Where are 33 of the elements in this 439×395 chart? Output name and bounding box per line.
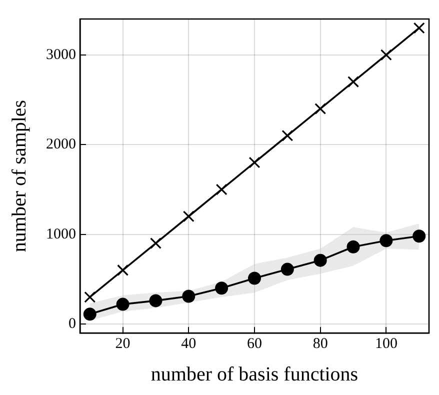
- point: [116, 298, 130, 311]
- point: [314, 254, 327, 267]
- point: [314, 102, 326, 114]
- point: [248, 272, 261, 285]
- y-tick-label: 1000: [46, 226, 76, 242]
- point: [412, 230, 426, 243]
- point: [248, 156, 260, 168]
- x-tick-label: 100: [374, 336, 398, 352]
- y-tick-label: 0: [68, 316, 76, 332]
- point: [346, 240, 360, 254]
- point: [117, 264, 129, 276]
- x-tick-label: 80: [312, 336, 328, 352]
- point: [182, 290, 196, 303]
- point: [380, 234, 393, 248]
- y-tick-label: 2000: [46, 136, 76, 153]
- point: [83, 308, 96, 321]
- point: [413, 22, 425, 34]
- x-tick-label: 60: [247, 336, 262, 352]
- point: [150, 238, 162, 250]
- point: [216, 184, 228, 196]
- point: [282, 130, 294, 142]
- point: [215, 282, 228, 295]
- point: [380, 49, 392, 61]
- point: [348, 76, 360, 88]
- y-tick-label: 3000: [46, 46, 76, 63]
- point: [149, 294, 162, 308]
- point: [84, 291, 96, 303]
- y-axis-title: number of samples: [8, 100, 30, 252]
- x-tick-label: 40: [181, 336, 196, 352]
- point: [182, 210, 194, 222]
- x-axis-title: number of basis functions: [150, 363, 358, 386]
- point: [280, 262, 294, 276]
- x-tick-label: 20: [115, 336, 130, 352]
